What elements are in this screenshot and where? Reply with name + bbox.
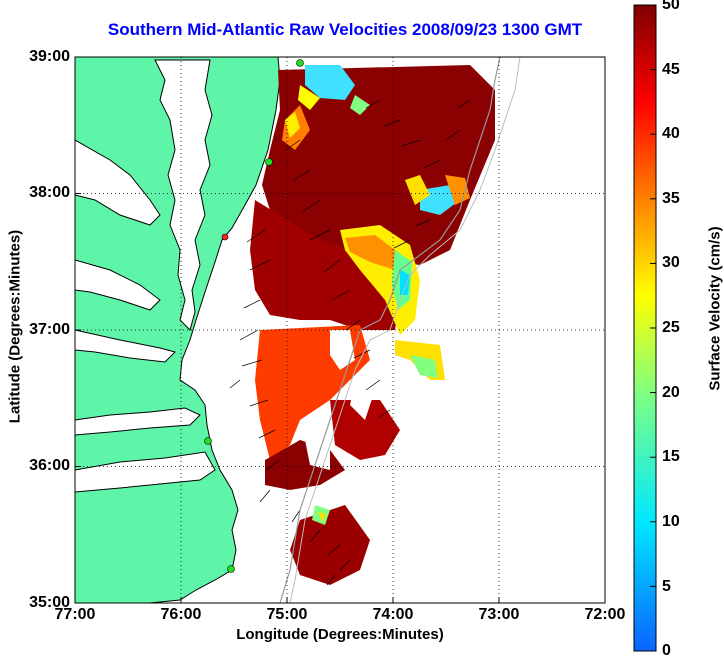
colorbar-tick-label: 0 (662, 642, 671, 659)
colorbar-ticks (650, 69, 656, 587)
radar-site-markers (204, 59, 304, 573)
colorbar-tick-label: 10 (662, 513, 680, 530)
y-axis-label: Latitude (Degrees:Minutes) (6, 229, 24, 424)
colorbar-tick-label: 50 (662, 0, 680, 13)
colorbar-label: Surface Velocity (cm/s) (706, 226, 724, 391)
velocity-field (250, 65, 495, 585)
colorbar-tick-label: 35 (662, 190, 680, 207)
y-tick-label: 36:00 (29, 457, 70, 474)
colorbar-tick-label: 40 (662, 125, 680, 142)
chesapeake-bay (154, 59, 213, 331)
colorbar-tick-label: 5 (662, 578, 671, 595)
grid-lines (75, 57, 605, 603)
x-tick-label: 77:00 (54, 606, 96, 623)
colorbar-tick-label: 30 (662, 254, 680, 271)
colorbar-tick-label: 15 (662, 448, 680, 465)
bathymetry-contour (279, 57, 501, 603)
y-tick-label: 38:00 (29, 184, 70, 201)
colorbar-tick-label: 45 (662, 61, 680, 78)
x-tick-label: 73:00 (478, 606, 520, 623)
velocity-vectors (229, 99, 471, 586)
map-title: Southern Mid-Atlantic Raw Velocities 200… (107, 20, 583, 39)
x-axis-label: Longitude (Degrees:Minutes) (236, 626, 444, 643)
x-tick-label: 76:00 (160, 606, 202, 623)
x-tick-label: 75:00 (266, 606, 308, 623)
x-tick-label: 72:00 (584, 606, 626, 623)
colorbar-tick-label: 25 (662, 319, 680, 336)
colorbar-tick-label: 20 (662, 384, 680, 401)
y-tick-label: 37:00 (29, 321, 70, 338)
y-tick-label: 39:00 (29, 48, 70, 65)
y-tick-label: 35:00 (29, 594, 70, 611)
x-tick-label: 74:00 (372, 606, 414, 623)
